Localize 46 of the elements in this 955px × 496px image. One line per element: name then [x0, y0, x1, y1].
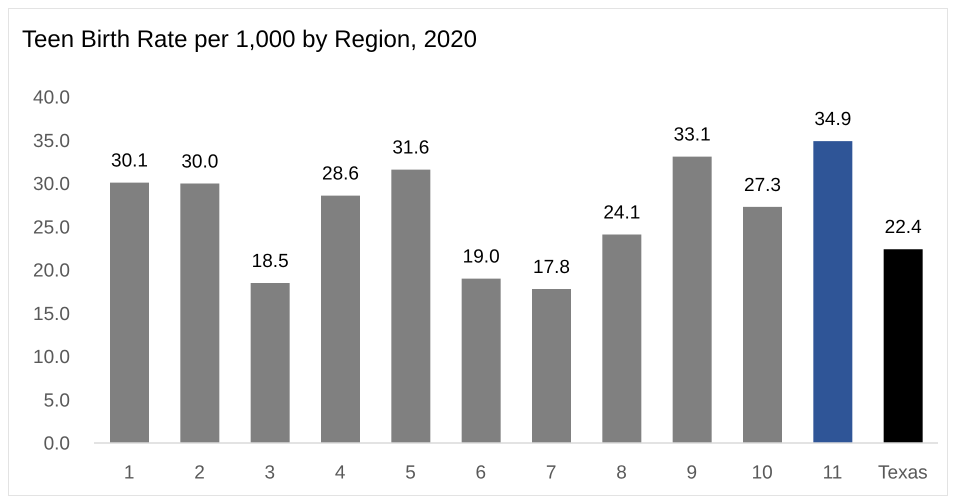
data-label: 17.8: [533, 257, 570, 278]
chart-title: Teen Birth Rate per 1,000 by Region, 2020: [22, 25, 477, 55]
x-tick-label: 7: [546, 462, 556, 484]
y-tick-label: 10.0: [33, 347, 70, 368]
y-tick-label: 35.0: [33, 130, 70, 152]
data-label: 33.1: [674, 124, 711, 146]
data-label: 22.4: [884, 217, 922, 238]
data-label: 31.6: [392, 138, 430, 159]
bar: [743, 206, 782, 443]
bar: [672, 156, 712, 443]
data-label: 28.6: [322, 164, 359, 185]
bar: [884, 249, 923, 443]
data-label: 34.9: [814, 109, 852, 130]
x-tick-label: 1: [124, 462, 134, 484]
data-label: 27.3: [744, 174, 781, 196]
x-tick-label: 6: [476, 462, 486, 484]
data-label: 18.5: [252, 250, 289, 272]
x-tick-label: Texas: [878, 462, 928, 484]
y-tick-label: 15.0: [33, 304, 70, 325]
data-label: 24.1: [603, 202, 640, 224]
x-tick-label: 2: [194, 462, 205, 484]
bar: [250, 282, 290, 443]
x-tick-label: 5: [405, 462, 416, 484]
data-label: 30.0: [181, 152, 218, 172]
bar: [391, 170, 430, 443]
y-tick-label: 25.0: [33, 217, 70, 238]
x-tick-label: 9: [686, 462, 698, 484]
data-label: 19.0: [462, 246, 500, 268]
x-tick-label: 8: [616, 462, 627, 484]
y-tick-label: 20.0: [33, 260, 70, 282]
bar: [462, 278, 501, 443]
y-tick-label: 5.0: [44, 390, 70, 412]
bar: [110, 182, 149, 443]
x-tick-label: 11: [822, 462, 842, 484]
bar: [532, 289, 571, 443]
x-tick-label: 3: [264, 462, 276, 484]
bar: [180, 184, 220, 443]
y-tick-label: 40.0: [33, 88, 70, 109]
x-tick-label: 10: [752, 462, 773, 484]
x-tick-label: 4: [334, 462, 346, 484]
y-tick-label: 30.0: [33, 174, 70, 196]
data-label: 30.1: [111, 150, 148, 172]
bar: [321, 196, 360, 443]
bar: [813, 141, 852, 443]
bar: [602, 234, 642, 443]
y-tick-label: 0.0: [44, 434, 70, 455]
